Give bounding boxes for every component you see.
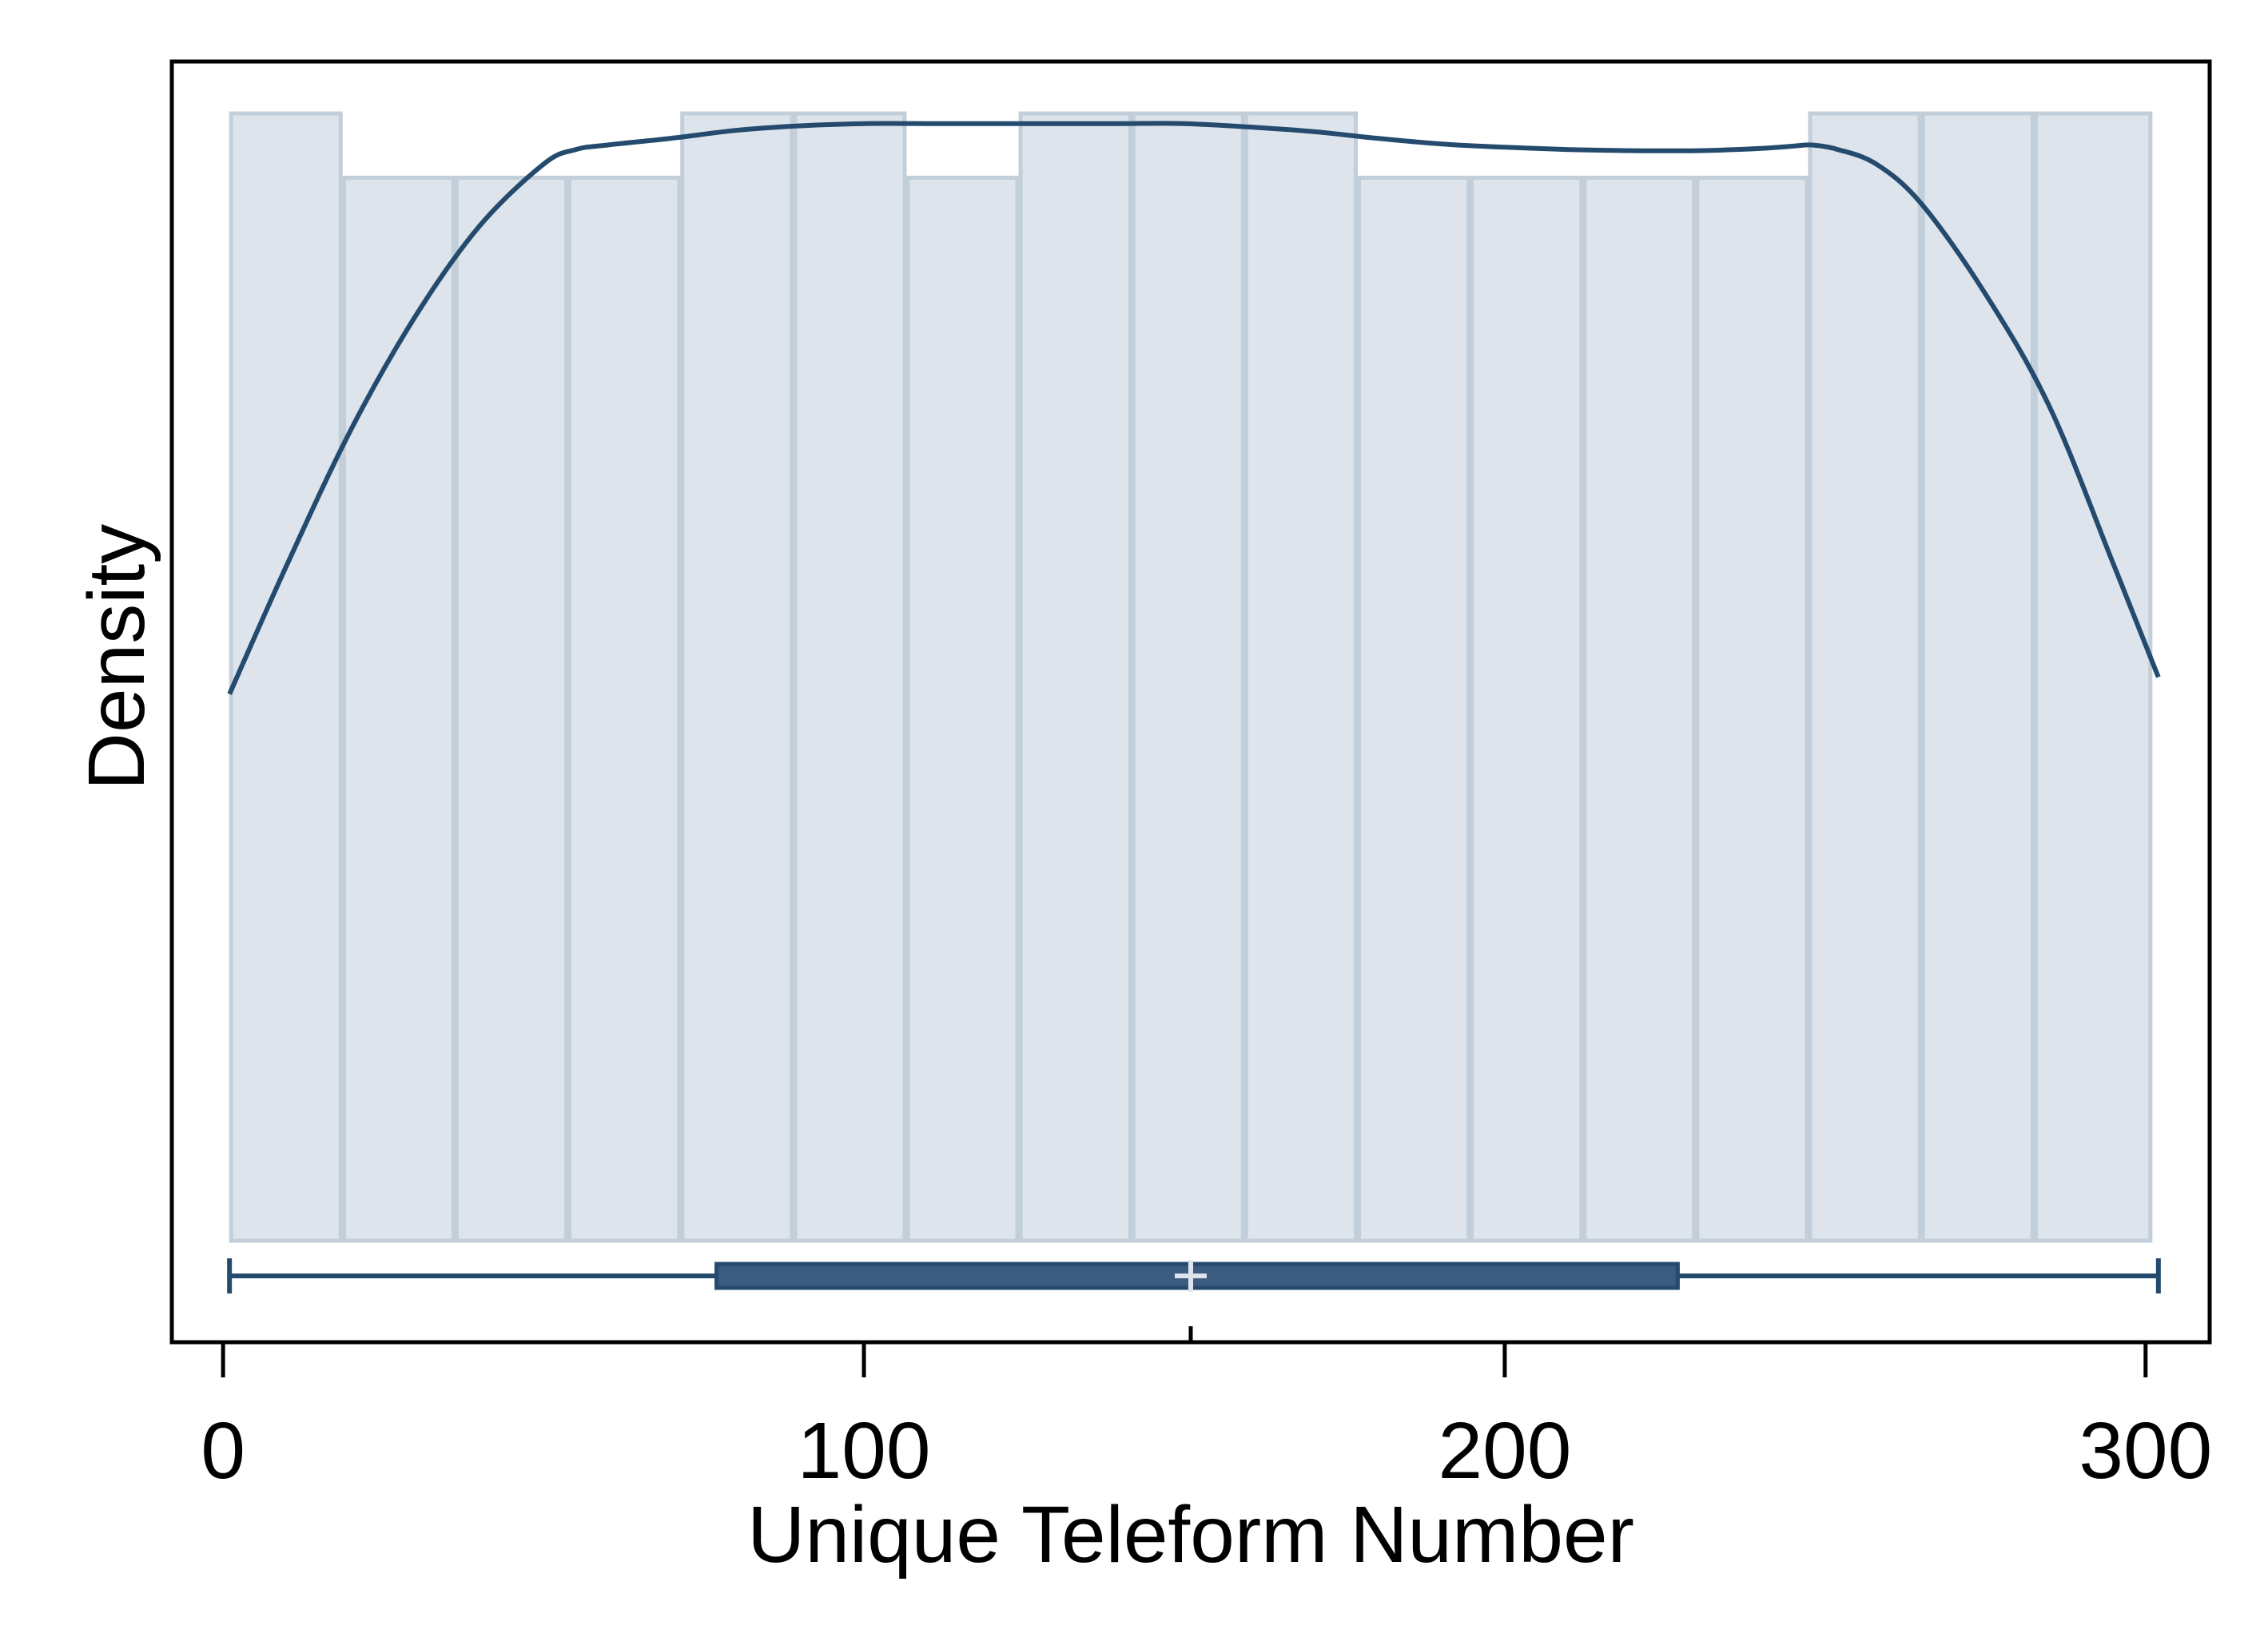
box-plot (227, 1258, 2161, 1342)
histogram-bar (1356, 175, 1471, 1243)
histogram-bar (1470, 175, 1584, 1243)
y-axis-label: Density (72, 524, 161, 790)
density-curve (227, 121, 2161, 695)
histogram-bar (1018, 111, 1132, 1243)
histogram-bar (680, 111, 794, 1243)
histogram-bar (567, 175, 682, 1243)
histogram-bar (1582, 175, 1697, 1243)
histogram-bar (1243, 111, 1358, 1243)
x-tick-label: 200 (1438, 1406, 1571, 1496)
x-tick-label: 100 (798, 1406, 931, 1496)
histogram-bar (793, 111, 907, 1243)
histogram-bars (229, 111, 2153, 1243)
histogram-bar (229, 111, 343, 1243)
x-axis-ticks: 0 100 200 300 (201, 1342, 2212, 1496)
histogram-bar (1695, 175, 1809, 1243)
histogram-bar (454, 175, 569, 1243)
histogram-bar (1808, 111, 1922, 1243)
x-axis-label: Unique Teleform Number (747, 1490, 1634, 1579)
histogram-bar (2033, 111, 2153, 1243)
x-tick-label: 0 (201, 1406, 245, 1496)
plot-frame (169, 59, 2212, 1345)
histogram-bar (1920, 111, 2035, 1243)
histogram-bar (1131, 111, 1245, 1243)
density-curve-layer (227, 121, 2161, 695)
histogram-bar (341, 175, 456, 1243)
x-tick-label: 300 (2079, 1406, 2212, 1496)
histogram-bar (905, 175, 1020, 1243)
